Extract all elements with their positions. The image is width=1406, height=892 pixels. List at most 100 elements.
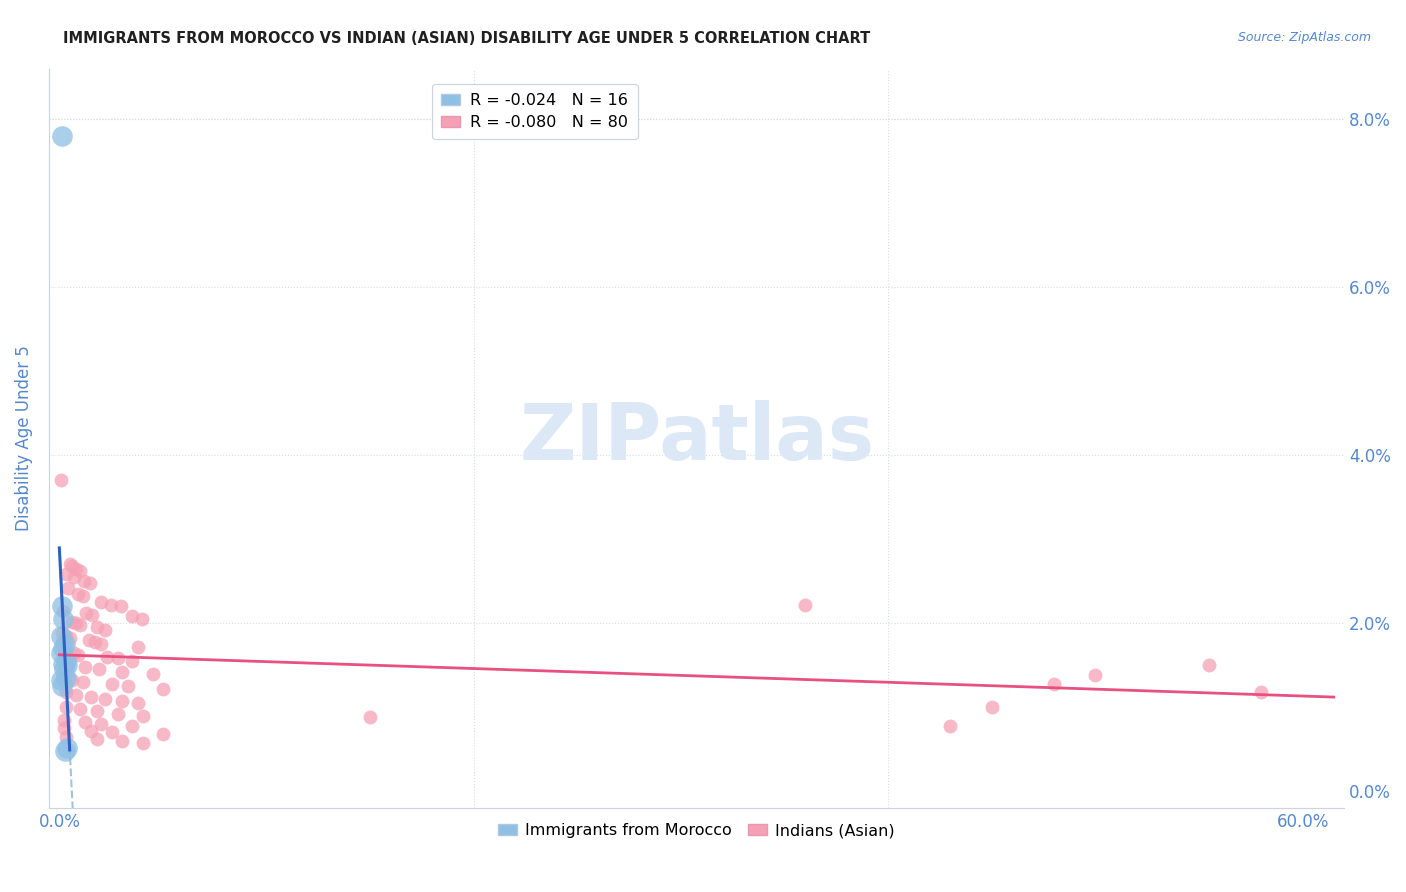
Point [55,700,77,714]
Point [51,626,73,640]
Point [80,723,103,738]
Point [1084,668,1107,682]
Point [67,648,90,662]
Point [51,671,73,685]
Point [69,618,91,632]
Point [72,675,94,690]
Point [107,706,129,721]
Point [56,740,79,755]
Point [794,598,817,612]
Point [121,609,143,624]
Text: ZIPatlas: ZIPatlas [519,401,875,476]
Point [55,654,77,668]
Point [96,649,118,664]
Point [94,691,117,706]
Point [86,732,108,747]
Point [87,662,110,676]
Point [86,620,108,634]
Point [131,735,153,749]
Point [55,567,77,582]
Point [80,690,103,705]
Point [111,665,134,679]
Point [121,719,143,733]
Point [59,632,82,646]
Point [111,693,134,707]
Point [128,696,150,710]
Point [51,629,73,643]
Point [73,574,96,589]
Point [131,708,153,723]
Point [94,623,117,637]
Text: IMMIGRANTS FROM MOROCCO VS INDIAN (ASIAN) DISABILITY AGE UNDER 5 CORRELATION CHA: IMMIGRANTS FROM MOROCCO VS INDIAN (ASIAN… [63,31,870,46]
Legend: Immigrants from Morocco, Indians (Asian): Immigrants from Morocco, Indians (Asian) [492,817,901,845]
Point [60,673,83,688]
Point [100,676,122,690]
Point [117,679,139,693]
Point [52,643,75,657]
Point [60,559,83,574]
Point [53,744,76,758]
Point [55,671,77,685]
Point [51,599,73,614]
Point [359,710,381,724]
Point [73,715,96,730]
Point [66,587,89,601]
Point [980,700,1002,714]
Point [100,598,122,612]
Point [72,590,94,604]
Point [107,651,129,665]
Point [63,646,86,660]
Point [65,616,87,631]
Point [152,727,174,741]
Point [90,637,112,651]
Point [55,685,77,699]
Point [52,721,75,735]
Point [77,633,100,648]
Point [52,662,75,676]
Point [51,673,73,688]
Point [75,606,97,620]
Point [128,640,150,654]
Point [83,634,105,648]
Point [65,561,87,575]
Point [60,615,83,629]
Point [52,641,75,656]
Point [111,734,134,748]
Point [49,646,72,660]
Point [939,719,962,733]
Point [51,679,73,693]
Point [69,702,91,716]
Point [56,658,79,673]
Point [52,612,75,626]
Point [142,666,165,681]
Point [56,581,79,595]
Point [90,595,112,609]
Point [1198,658,1220,673]
Point [1250,685,1272,699]
Point [152,681,174,696]
Point [52,657,75,671]
Text: Source: ZipAtlas.com: Source: ZipAtlas.com [1237,31,1371,45]
Point [53,637,76,651]
Point [73,660,96,674]
Point [90,717,112,731]
Point [79,575,101,590]
Point [55,730,77,744]
Point [1043,676,1066,690]
Point [86,705,108,719]
Point [55,629,77,643]
Point [69,564,91,578]
Point [121,654,143,668]
Point [131,612,153,626]
Point [82,607,104,622]
Y-axis label: Disability Age Under 5: Disability Age Under 5 [15,345,32,532]
Point [52,604,75,618]
Point [59,558,82,572]
Point [51,473,73,487]
Point [63,570,86,584]
Point [52,713,75,727]
Point [51,128,73,143]
Point [100,725,122,739]
Point [110,599,132,614]
Point [56,658,79,673]
